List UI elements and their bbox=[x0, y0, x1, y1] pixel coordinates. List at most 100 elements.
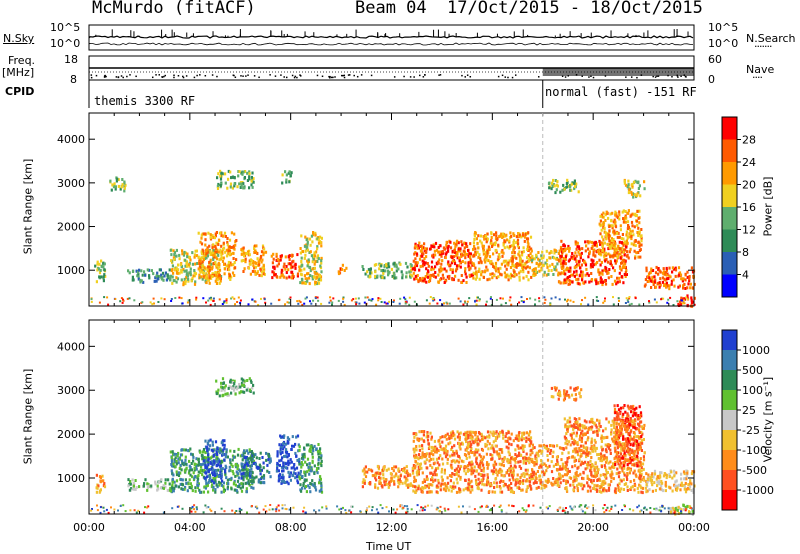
echo-cell bbox=[415, 448, 418, 452]
echo-cell bbox=[419, 265, 422, 268]
echo-cell bbox=[509, 296, 512, 299]
echo-cell bbox=[609, 259, 612, 263]
echo-cell bbox=[391, 467, 394, 470]
echo-cell bbox=[470, 460, 473, 464]
echo-cell bbox=[456, 267, 459, 270]
echo-cell bbox=[497, 267, 500, 271]
echo-cell bbox=[401, 273, 404, 277]
echo-cell bbox=[517, 480, 520, 484]
echo-cell bbox=[245, 449, 248, 453]
echo-cell bbox=[131, 478, 134, 482]
echo-cell bbox=[583, 260, 586, 264]
echo-cell bbox=[200, 465, 203, 469]
echo-cell bbox=[624, 302, 627, 304]
echo-cell bbox=[102, 479, 105, 483]
echo-cell bbox=[480, 270, 483, 274]
echo-cell bbox=[383, 483, 386, 487]
echo-cell bbox=[568, 258, 571, 262]
echo-cell bbox=[310, 234, 313, 238]
echo-cell bbox=[545, 249, 548, 253]
echo-cell bbox=[434, 253, 437, 257]
echo-cell bbox=[248, 448, 251, 452]
echo-cell bbox=[233, 481, 236, 485]
echo-cell bbox=[301, 486, 304, 490]
echo-cell bbox=[519, 466, 523, 470]
echo-cell bbox=[254, 272, 257, 276]
echo-cell bbox=[674, 268, 678, 272]
nave-point bbox=[204, 74, 207, 77]
echo-cell bbox=[601, 280, 604, 284]
echo-cell bbox=[522, 268, 525, 271]
echo-cell bbox=[444, 482, 447, 486]
echo-cell bbox=[527, 437, 530, 441]
echo-cell bbox=[200, 275, 203, 279]
echo-cell bbox=[377, 472, 380, 476]
echo-cell bbox=[284, 255, 287, 259]
echo-cell bbox=[383, 301, 386, 304]
echo-cell bbox=[432, 446, 435, 450]
echo-cell bbox=[436, 262, 439, 266]
echo-cell bbox=[491, 490, 494, 494]
echo-cell bbox=[495, 450, 498, 454]
echo-cell bbox=[239, 486, 242, 490]
echo-cell bbox=[453, 437, 457, 441]
echo-cell bbox=[598, 222, 601, 226]
echo-cell bbox=[572, 300, 575, 303]
echo-cell bbox=[678, 300, 682, 304]
echo-cell bbox=[416, 462, 419, 466]
echo-cell bbox=[421, 480, 424, 484]
echo-cell bbox=[240, 248, 243, 252]
echo-cell bbox=[202, 256, 205, 260]
echo-cell bbox=[445, 269, 448, 273]
echo-cell bbox=[431, 445, 434, 449]
echo-cell bbox=[421, 254, 424, 258]
echo-cell bbox=[236, 467, 239, 471]
echo-cell bbox=[319, 278, 323, 282]
echo-cell bbox=[240, 390, 243, 394]
echo-cell bbox=[282, 447, 285, 451]
echo-cell bbox=[645, 269, 648, 273]
echo-cell bbox=[251, 298, 254, 301]
echo-cell bbox=[205, 272, 208, 276]
echo-cell bbox=[380, 484, 383, 488]
echo-cell bbox=[219, 184, 222, 187]
echo-cell bbox=[378, 267, 381, 271]
echo-cell bbox=[643, 284, 646, 288]
echo-cell bbox=[319, 447, 322, 451]
echo-cell bbox=[555, 188, 558, 192]
echo-region bbox=[197, 231, 238, 282]
echo-cell bbox=[213, 472, 216, 476]
echo-cell bbox=[540, 268, 543, 272]
echo-cell bbox=[458, 259, 461, 263]
echo-cell bbox=[227, 265, 230, 269]
echo-cell bbox=[384, 269, 387, 273]
echo-cell bbox=[432, 274, 436, 278]
echo-cell bbox=[231, 296, 234, 299]
echo-cell bbox=[654, 285, 658, 289]
echo-cell bbox=[312, 299, 315, 302]
echo-cell bbox=[526, 248, 529, 251]
echo-cell bbox=[608, 224, 611, 228]
echo-cell bbox=[509, 266, 513, 269]
echo-cell bbox=[453, 260, 456, 264]
echo-cell bbox=[246, 472, 249, 475]
echo-cell bbox=[564, 272, 567, 276]
echo-cell bbox=[244, 252, 247, 255]
echo-cell bbox=[520, 263, 523, 267]
echo-cell bbox=[521, 435, 524, 439]
echo-cell bbox=[176, 271, 179, 275]
echo-cell bbox=[514, 460, 517, 464]
echo-cell bbox=[516, 473, 519, 477]
echo-cell bbox=[314, 297, 317, 300]
echo-cell bbox=[516, 444, 519, 448]
echo-cell bbox=[445, 437, 448, 441]
echo-cell bbox=[279, 450, 282, 454]
echo-cell bbox=[491, 444, 494, 448]
echo-cell bbox=[480, 260, 483, 264]
echo-cell bbox=[501, 450, 504, 454]
echo-cell bbox=[226, 240, 229, 244]
echo-cell bbox=[136, 270, 140, 274]
echo-cell bbox=[307, 484, 310, 488]
echo-cell bbox=[493, 274, 496, 278]
echo-cell bbox=[170, 274, 173, 278]
